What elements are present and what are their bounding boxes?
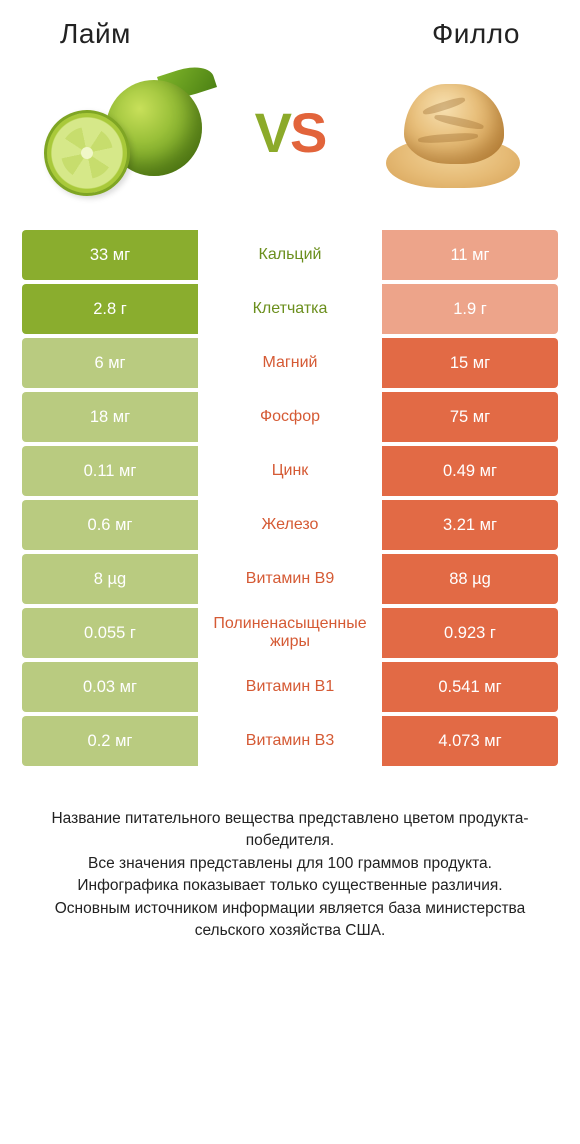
table-row: 8 µgВитамин B988 µg	[22, 554, 558, 604]
cell-right-value: 4.073 мг	[382, 716, 558, 766]
phyllo-image	[360, 62, 540, 202]
table-row: 0.2 мгВитамин B34.073 мг	[22, 716, 558, 766]
footer-line: Инфографика показывает только существенн…	[28, 875, 552, 897]
footer-line: Все значения представлены для 100 граммо…	[28, 853, 552, 875]
cell-nutrient-label: Витамин B1	[198, 662, 382, 712]
comparison-table: 33 мгКальций11 мг2.8 гКлетчатка1.9 г6 мг…	[22, 230, 558, 766]
vs-v: V	[255, 101, 290, 164]
table-row: 18 мгФосфор75 мг	[22, 392, 558, 442]
cell-nutrient-label: Кальций	[198, 230, 382, 280]
cell-left-value: 2.8 г	[22, 284, 198, 334]
vs-label: VS	[255, 100, 326, 165]
cell-right-value: 15 мг	[382, 338, 558, 388]
vs-s: S	[290, 101, 325, 164]
cell-left-value: 0.03 мг	[22, 662, 198, 712]
cell-right-value: 3.21 мг	[382, 500, 558, 550]
title-left: Лайм	[60, 18, 131, 50]
footer-line: Основным источником информации является …	[28, 898, 552, 943]
infographic-root: Лайм Филло VS 33 мгКальций11 мг2.8 гКлет…	[0, 0, 580, 943]
cell-left-value: 33 мг	[22, 230, 198, 280]
table-row: 0.055 гПолиненасыщенные жиры0.923 г	[22, 608, 558, 658]
title-right: Филло	[432, 18, 520, 50]
cell-right-value: 0.923 г	[382, 608, 558, 658]
table-row: 2.8 гКлетчатка1.9 г	[22, 284, 558, 334]
cell-right-value: 0.49 мг	[382, 446, 558, 496]
cell-nutrient-label: Витамин B3	[198, 716, 382, 766]
table-row: 0.6 мгЖелезо3.21 мг	[22, 500, 558, 550]
lime-image	[40, 62, 220, 202]
cell-left-value: 0.6 мг	[22, 500, 198, 550]
table-row: 33 мгКальций11 мг	[22, 230, 558, 280]
cell-nutrient-label: Фосфор	[198, 392, 382, 442]
table-row: 0.03 мгВитамин B10.541 мг	[22, 662, 558, 712]
cell-left-value: 18 мг	[22, 392, 198, 442]
cell-left-value: 0.055 г	[22, 608, 198, 658]
footer-notes: Название питательного вещества представл…	[22, 808, 558, 943]
cell-nutrient-label: Клетчатка	[198, 284, 382, 334]
cell-right-value: 75 мг	[382, 392, 558, 442]
cell-right-value: 11 мг	[382, 230, 558, 280]
cell-right-value: 88 µg	[382, 554, 558, 604]
cell-nutrient-label: Витамин B9	[198, 554, 382, 604]
cell-nutrient-label: Магний	[198, 338, 382, 388]
table-row: 0.11 мгЦинк0.49 мг	[22, 446, 558, 496]
cell-left-value: 0.11 мг	[22, 446, 198, 496]
cell-left-value: 6 мг	[22, 338, 198, 388]
cell-nutrient-label: Железо	[198, 500, 382, 550]
footer-line: Название питательного вещества представл…	[28, 808, 552, 853]
hero-row: VS	[22, 62, 558, 202]
title-row: Лайм Филло	[22, 18, 558, 50]
cell-right-value: 0.541 мг	[382, 662, 558, 712]
table-row: 6 мгМагний15 мг	[22, 338, 558, 388]
cell-nutrient-label: Цинк	[198, 446, 382, 496]
cell-left-value: 0.2 мг	[22, 716, 198, 766]
cell-right-value: 1.9 г	[382, 284, 558, 334]
cell-nutrient-label: Полиненасыщенные жиры	[198, 608, 382, 658]
cell-left-value: 8 µg	[22, 554, 198, 604]
